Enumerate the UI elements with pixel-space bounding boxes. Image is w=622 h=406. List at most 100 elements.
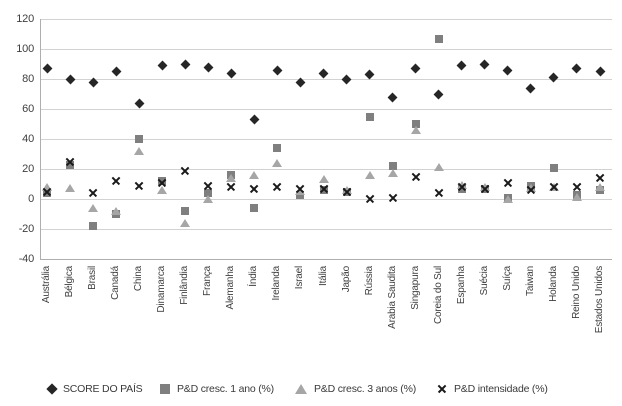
x-axis-label: Israel bbox=[294, 266, 306, 290]
x-axis-label: Estados Unidos bbox=[594, 266, 605, 334]
diamond-data-point-marker bbox=[203, 62, 214, 72]
x-axis-label: Índia bbox=[248, 266, 260, 287]
x-axis-label: Taiwan bbox=[524, 266, 536, 296]
x-data-point-marker bbox=[111, 176, 121, 186]
diamond-data-point-marker bbox=[111, 66, 122, 77]
x-axis-label: Itália bbox=[317, 266, 329, 286]
x-data-point-marker bbox=[42, 187, 52, 197]
diamond-data-point-marker bbox=[272, 65, 283, 75]
square-data-point-marker bbox=[250, 204, 259, 212]
square-data-point-marker bbox=[181, 207, 190, 215]
diamond-data-point-marker bbox=[525, 83, 536, 93]
diamond-data-point-marker bbox=[157, 60, 168, 71]
diamond-data-point-marker bbox=[341, 74, 352, 84]
x-axis-label: Irelanda bbox=[271, 266, 283, 301]
diamond-data-point-marker bbox=[502, 65, 513, 75]
x-axis-label: Singapura bbox=[409, 266, 421, 310]
square-data-point-marker bbox=[388, 162, 397, 170]
x-data-point-marker bbox=[572, 182, 582, 192]
x-data-point-marker bbox=[434, 188, 444, 198]
y-axis-tick-label: 40 bbox=[22, 132, 34, 145]
square-data-point-marker bbox=[273, 144, 282, 152]
square-data-point-marker bbox=[365, 112, 374, 121]
x-data-point-marker bbox=[342, 187, 352, 197]
triangle-data-point-marker bbox=[65, 184, 76, 192]
x-data-point-marker bbox=[503, 178, 513, 188]
x-axis-label: Coreia do Sul bbox=[432, 266, 444, 324]
triangle-data-point-marker bbox=[111, 206, 122, 215]
x-axis-label: Dinamarca bbox=[156, 266, 168, 313]
y-axis-tick-label: 100 bbox=[16, 42, 34, 55]
y-axis-tick-label: 60 bbox=[22, 102, 34, 115]
triangle-data-point-marker bbox=[203, 194, 214, 203]
legend-label: SCORE DO PAÍS bbox=[63, 383, 143, 395]
square-data-point-marker bbox=[135, 135, 144, 143]
x-axis-label: Holanda bbox=[547, 266, 559, 302]
gridline bbox=[40, 139, 612, 140]
gridline bbox=[40, 109, 612, 110]
x-axis-label: Espanha bbox=[455, 266, 467, 305]
x-data-point-marker bbox=[526, 185, 536, 195]
triangle-data-point-marker bbox=[433, 163, 444, 171]
diamond-data-point-marker bbox=[548, 72, 559, 83]
x-axis-label: Suíça bbox=[501, 266, 513, 291]
diamond-data-point-marker bbox=[433, 89, 444, 99]
triangle-data-point-marker bbox=[226, 173, 237, 182]
legend-item: SCORE DO PAÍS bbox=[46, 380, 143, 398]
gridline bbox=[40, 169, 612, 170]
x-axis-label: Alemanha bbox=[225, 266, 237, 310]
x-axis-label: França bbox=[202, 266, 214, 296]
diamond-data-point-marker bbox=[410, 63, 421, 74]
x-axis-label: Austrália bbox=[41, 266, 52, 304]
square-data-point-marker bbox=[89, 222, 98, 230]
triangle-data-point-marker bbox=[364, 170, 375, 179]
x-axis-line bbox=[40, 259, 612, 260]
triangle-data-point-marker bbox=[88, 203, 99, 212]
legend-label: P&D cresc. 3 anos (%) bbox=[314, 383, 416, 395]
diamond-data-point-marker bbox=[595, 66, 605, 77]
diamond-data-point-marker bbox=[249, 114, 260, 125]
diamond-data-point-marker bbox=[134, 98, 145, 108]
legend-triangle-icon bbox=[295, 384, 307, 394]
x-data-point-marker bbox=[272, 182, 282, 192]
gridline bbox=[40, 19, 612, 20]
x-data-point-marker bbox=[65, 157, 75, 167]
triangle-data-point-marker bbox=[571, 193, 582, 201]
gridline bbox=[40, 49, 612, 50]
chart-legend: SCORE DO PAÍS P&D cresc. 1 ano (%) P&D cre… bbox=[0, 380, 622, 400]
x-data-point-marker bbox=[388, 193, 398, 203]
x-data-point-marker bbox=[480, 184, 490, 194]
triangle-data-point-marker bbox=[272, 158, 283, 167]
legend-label: P&D cresc. 1 ano (%) bbox=[177, 383, 274, 395]
square-data-point-marker bbox=[434, 34, 443, 43]
triangle-data-point-marker bbox=[134, 146, 145, 155]
x-data-point-marker bbox=[203, 181, 213, 191]
y-axis-line bbox=[40, 19, 41, 259]
diamond-data-point-marker bbox=[318, 68, 329, 78]
x-axis-label: China bbox=[133, 266, 145, 292]
x-data-point-marker bbox=[549, 182, 559, 192]
x-axis-label: Finlândia bbox=[179, 266, 191, 305]
diamond-data-point-marker bbox=[572, 63, 582, 74]
y-axis-tick-label: -20 bbox=[18, 222, 35, 235]
x-data-point-marker bbox=[226, 182, 236, 192]
x-data-point-marker bbox=[180, 166, 190, 176]
x-data-point-marker bbox=[595, 173, 605, 183]
x-data-point-marker bbox=[319, 184, 329, 194]
x-data-point-marker bbox=[88, 188, 98, 198]
diamond-data-point-marker bbox=[479, 59, 490, 69]
square-data-point-marker bbox=[411, 120, 420, 128]
triangle-data-point-marker bbox=[249, 170, 260, 179]
x-axis-label: Bélgica bbox=[64, 266, 76, 298]
x-data-point-marker bbox=[157, 178, 167, 188]
diamond-data-point-marker bbox=[456, 60, 467, 71]
diamond-data-point-marker bbox=[42, 63, 52, 74]
triangle-data-point-marker bbox=[502, 194, 513, 203]
diamond-data-point-marker bbox=[387, 92, 398, 102]
square-data-point-marker bbox=[204, 189, 213, 197]
triangle-data-point-marker bbox=[318, 175, 329, 183]
y-axis-tick-label: 120 bbox=[16, 12, 34, 25]
triangle-data-point-marker bbox=[595, 182, 605, 191]
x-data-point-marker bbox=[411, 172, 421, 182]
x-axis-label: Reino Unido bbox=[570, 266, 582, 319]
